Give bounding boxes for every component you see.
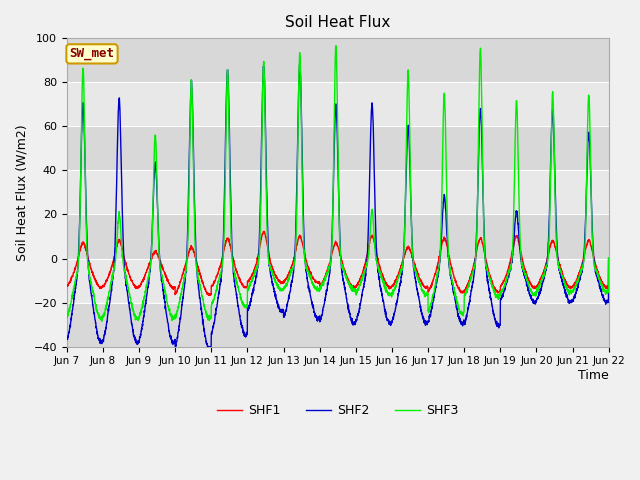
- SHF3: [332, 43, 340, 48]
- Title: Soil Heat Flux: Soil Heat Flux: [285, 15, 390, 30]
- Bar: [67, 259, 609, 302]
- SHF1: [595, 269, 602, 275]
- Line: SHF2: SHF2: [67, 63, 609, 347]
- SHF3: [98, 318, 106, 324]
- Line: SHF1: SHF1: [67, 231, 609, 296]
- Legend: SHF1, SHF2, SHF3: SHF1, SHF2, SHF3: [212, 399, 463, 422]
- Bar: [67, 302, 609, 347]
- SHF1: [205, 293, 213, 299]
- Bar: [67, 82, 609, 126]
- SHF3: [536, 281, 544, 287]
- SHF1: [260, 228, 268, 234]
- Bar: [67, 170, 609, 215]
- SHF2: [296, 60, 303, 66]
- Bar: [67, 215, 609, 259]
- SHF3: [125, 289, 132, 295]
- SHF1: [271, 271, 279, 277]
- SHF1: [536, 278, 544, 284]
- SHF3: [157, 268, 164, 274]
- Text: SW_met: SW_met: [70, 48, 115, 60]
- SHF1: [157, 260, 164, 265]
- SHF3: [595, 275, 602, 280]
- SHF2: [157, 269, 164, 275]
- SHF2: [204, 344, 211, 349]
- SHF2: [271, 288, 278, 294]
- SHF2: [294, 106, 302, 111]
- SHF2: [63, 336, 70, 341]
- Y-axis label: Soil Heat Flux (W/m2): Soil Heat Flux (W/m2): [15, 124, 28, 261]
- SHF2: [605, 255, 612, 261]
- Bar: [67, 126, 609, 170]
- Line: SHF3: SHF3: [67, 46, 609, 321]
- X-axis label: Time: Time: [578, 369, 609, 382]
- SHF1: [63, 283, 70, 288]
- SHF1: [605, 256, 612, 262]
- SHF1: [125, 270, 132, 276]
- SHF1: [294, 235, 302, 241]
- SHF3: [294, 114, 302, 120]
- SHF2: [536, 290, 544, 296]
- SHF3: [605, 255, 612, 261]
- SHF2: [125, 299, 132, 304]
- SHF3: [63, 312, 70, 318]
- SHF3: [271, 277, 278, 283]
- SHF2: [595, 279, 602, 285]
- Bar: [67, 38, 609, 82]
